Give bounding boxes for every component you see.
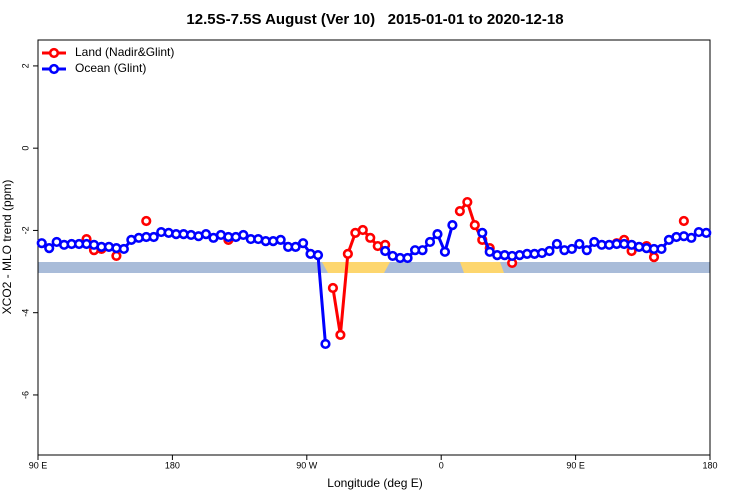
x-axis-label: Longitude (deg E) (327, 476, 422, 490)
x-tick-label: 180 (165, 460, 180, 470)
data-point (148, 231, 159, 243)
land-band (322, 262, 390, 273)
y-tick-label: 2 (20, 63, 30, 68)
data-point (439, 246, 451, 257)
y-tick-label: 0 (20, 146, 30, 151)
data-point (320, 338, 331, 350)
data-point (141, 215, 152, 227)
x-tick-label: 180 (702, 460, 717, 470)
data-point (648, 252, 660, 263)
legend-label: Ocean (Glint) (75, 61, 146, 75)
data-point (111, 250, 122, 262)
data-point (357, 224, 368, 236)
y-axis-label: XCO2 - MLO trend (ppm) (0, 180, 14, 315)
data-point (44, 243, 55, 254)
data-point (678, 215, 689, 227)
x-tick-label: 90 E (566, 460, 585, 470)
data-point (424, 236, 436, 248)
data-point (297, 238, 309, 249)
data-point (581, 245, 592, 256)
data-point (447, 219, 458, 231)
data-point (701, 227, 712, 238)
x-tick-label: 90 E (29, 460, 48, 470)
data-point (200, 229, 212, 240)
land-band (460, 262, 504, 273)
data-point (312, 250, 324, 261)
data-point (432, 229, 443, 240)
legend-marker (48, 63, 60, 75)
y-tick-label: -6 (20, 391, 30, 399)
data-point (327, 282, 339, 294)
data-point (417, 245, 428, 256)
data-point (335, 329, 346, 341)
data-point (402, 252, 413, 264)
data-point (477, 227, 488, 238)
x-tick-label: 90 W (296, 460, 318, 470)
data-point (656, 243, 667, 255)
chart-title: 12.5S-7.5S August (Ver 10) 2015-01-01 to… (186, 11, 563, 28)
data-point (36, 238, 47, 249)
data-point (462, 196, 473, 208)
legend-label: Land (Nadir&Glint) (75, 45, 174, 59)
data-point (118, 243, 129, 255)
data-point (290, 241, 301, 252)
data-point (686, 232, 697, 243)
plot-frame (37, 39, 711, 456)
data-point (566, 243, 577, 255)
data-point (238, 229, 249, 241)
data-point (469, 219, 480, 231)
data-point (544, 245, 555, 257)
x-tick-label: 0 (439, 460, 444, 470)
data-point (551, 238, 563, 250)
data-point (574, 238, 585, 250)
data-point (275, 234, 286, 245)
data-point (342, 248, 353, 259)
data-point (365, 232, 376, 243)
data-point (454, 206, 465, 217)
y-tick-label: -2 (20, 226, 30, 234)
legend-marker (48, 47, 60, 59)
y-tick-label: -4 (20, 309, 30, 317)
data-point (380, 245, 391, 257)
